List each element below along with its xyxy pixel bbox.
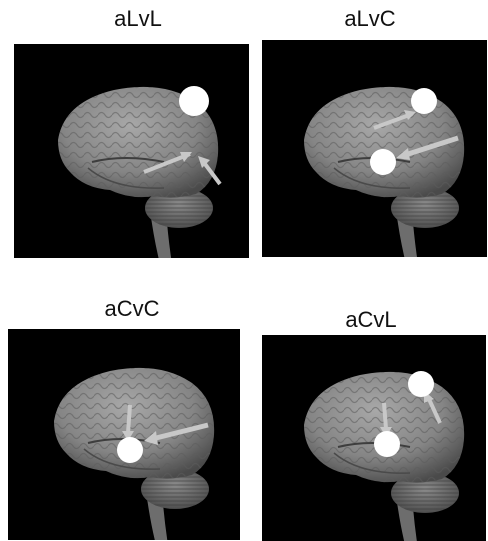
- arrow-head: [122, 431, 134, 441]
- arrow-head: [144, 431, 158, 445]
- brain-image-acvc: [53, 366, 216, 540]
- arrow-from-top: [126, 404, 132, 434]
- arrow-head: [180, 152, 192, 162]
- brain-image-acvl: [303, 370, 466, 541]
- label-acvl: aCvL: [345, 307, 397, 332]
- panel-acvc: [8, 329, 240, 540]
- arrow-to-temporal-marker: [401, 135, 459, 159]
- panel-alvl: [14, 44, 249, 258]
- activation-marker-parietal: [408, 371, 434, 397]
- label-alvl: aLvL: [114, 6, 162, 31]
- brain-image-alvl: [57, 85, 222, 258]
- brain-image-alvc: [303, 85, 466, 257]
- activation-marker-parietal: [411, 88, 437, 114]
- arrow-head: [198, 156, 210, 168]
- arrow-head: [404, 110, 416, 120]
- panel-alvc: [262, 40, 487, 257]
- arrow-head: [396, 148, 410, 160]
- label-acvc: aCvC: [104, 296, 160, 321]
- arrow-to-parietal-marker: [373, 112, 413, 130]
- activation-marker-temporal: [374, 431, 400, 457]
- activation-marker: [179, 86, 209, 116]
- arrow-from-right: [151, 422, 209, 442]
- activation-marker-temporal: [370, 149, 396, 175]
- activation-marker: [117, 437, 143, 463]
- panel-acvl: [262, 335, 486, 541]
- arrow-to-parietal-marker: [426, 396, 442, 424]
- arrow-from-top: [382, 402, 388, 430]
- label-alvc: aLvC: [344, 6, 396, 31]
